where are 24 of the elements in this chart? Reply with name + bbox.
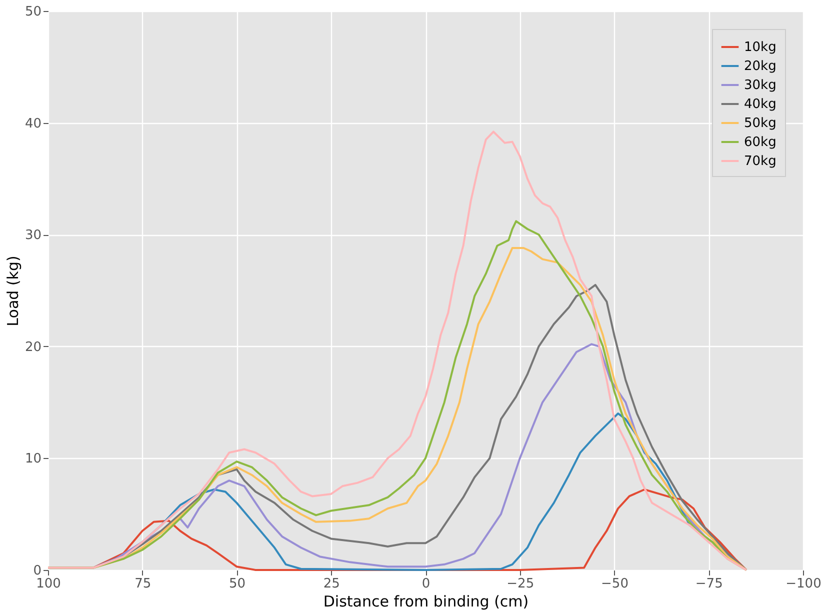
x-tick-label: −25 — [506, 576, 534, 592]
x-tick-label: 100 — [36, 576, 61, 592]
legend-label: 70kg — [744, 154, 776, 169]
legend-label: 10kg — [744, 40, 776, 55]
legend-label: 50kg — [744, 116, 776, 131]
y-tick-label: 10 — [24, 452, 42, 467]
x-tick-label: −50 — [601, 576, 628, 592]
y-tick-label: 20 — [24, 340, 42, 355]
y-tick-label: 40 — [24, 116, 42, 132]
x-tick-label: 25 — [323, 576, 340, 592]
legend-label: 40kg — [744, 97, 776, 112]
y-tick-label: 30 — [24, 228, 42, 244]
x-axis-title: Distance from binding (cm) — [323, 592, 529, 610]
y-tick-label: 0 — [33, 564, 42, 578]
y-axis-title: Load (kg) — [4, 256, 22, 326]
x-tick-label: −100 — [786, 576, 822, 592]
legend-label: 60kg — [744, 135, 776, 150]
x-tick-label: 75 — [134, 576, 152, 592]
y-tick-label: 50 — [24, 4, 42, 20]
legend-label: 30kg — [744, 78, 776, 93]
legend-label: 20kg — [744, 59, 776, 74]
x-tick-label: 0 — [422, 576, 430, 592]
x-tick-label: 50 — [228, 576, 246, 592]
x-tick-label: −75 — [695, 576, 723, 592]
